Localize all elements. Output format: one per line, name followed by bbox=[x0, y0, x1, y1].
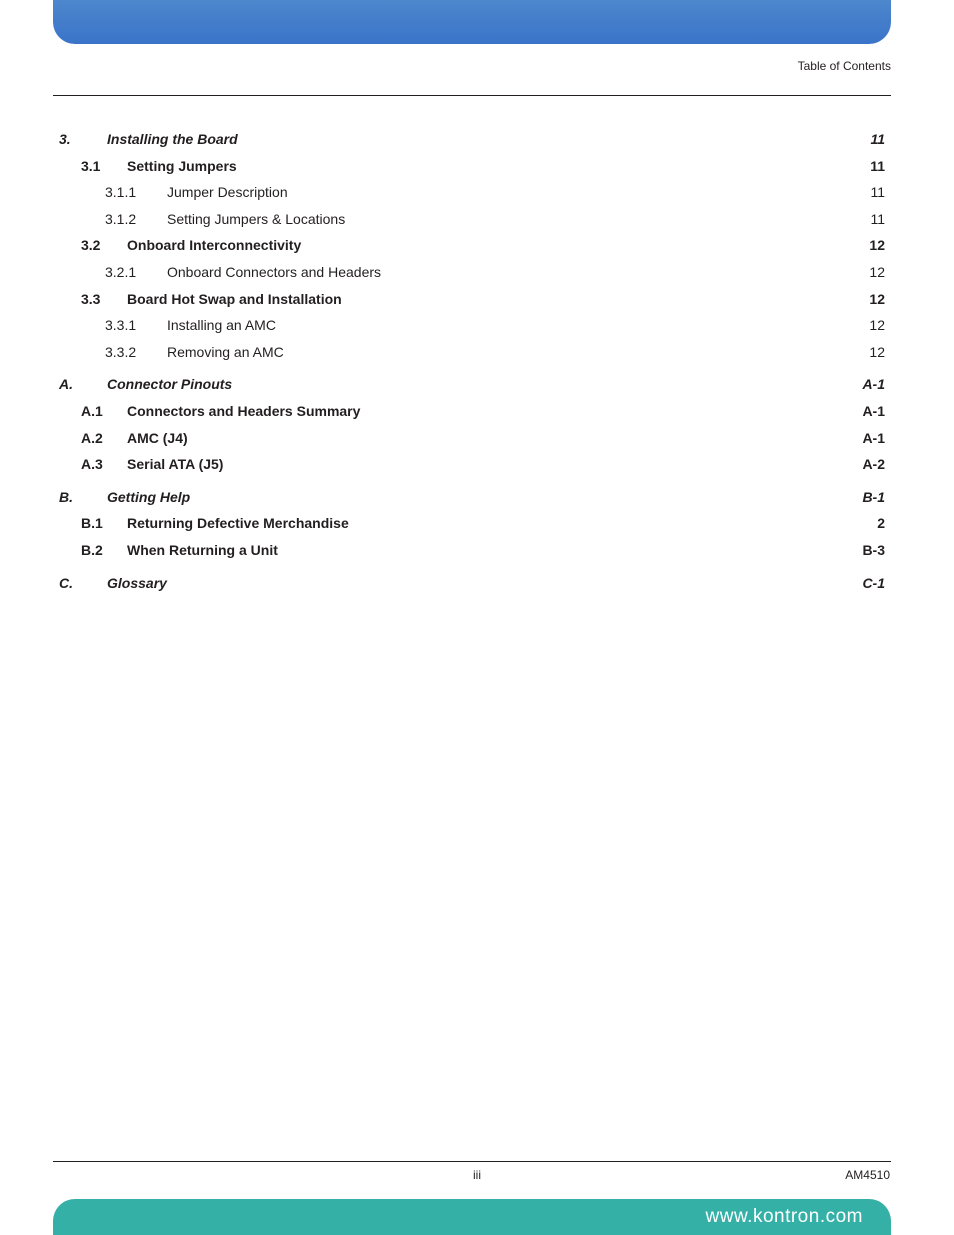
toc-entry-page: A-1 bbox=[860, 398, 885, 425]
toc-entry[interactable]: 3.3Board Hot Swap and Installation 12 bbox=[59, 286, 885, 313]
toc-entry[interactable]: 3.3.1Installing an AMC 12 bbox=[59, 312, 885, 339]
toc-entry-title: Onboard Interconnectivity bbox=[127, 232, 301, 259]
header-rule bbox=[53, 95, 891, 96]
toc-entry-number: 3.3.1 bbox=[105, 312, 167, 339]
toc-entry-page: 11 bbox=[861, 126, 885, 153]
toc-entry-page: 12 bbox=[861, 232, 885, 259]
toc-entry-page: 12 bbox=[861, 259, 885, 286]
toc-entry-page: 11 bbox=[861, 179, 885, 206]
footer-page-number: iii bbox=[0, 1168, 954, 1182]
toc-entry-page: 2 bbox=[861, 510, 885, 537]
toc-entry-number: 3.3 bbox=[81, 286, 127, 313]
toc-entry[interactable]: 3.2Onboard Interconnectivity 12 bbox=[59, 232, 885, 259]
toc-entry[interactable]: 3.3.2Removing an AMC 12 bbox=[59, 339, 885, 366]
footer-url: www.kontron.com bbox=[706, 1206, 863, 1228]
toc-entry-title: Installing an AMC bbox=[167, 312, 276, 339]
toc-entry-page: B-3 bbox=[860, 537, 885, 564]
toc-entry-title: Jumper Description bbox=[167, 179, 288, 206]
toc-entry-title: Setting Jumpers bbox=[127, 153, 237, 180]
toc-entry[interactable]: B.Getting Help B-1 bbox=[59, 484, 885, 511]
toc-entry-page: 12 bbox=[861, 339, 885, 366]
toc-entry-number: 3.2 bbox=[81, 232, 127, 259]
toc-entry-page: 11 bbox=[861, 206, 885, 233]
toc-entry-number: 3.1.2 bbox=[105, 206, 167, 233]
toc-entry-number: A.1 bbox=[81, 398, 127, 425]
table-of-contents: 3.Installing the Board113.1Setting Jumpe… bbox=[53, 96, 891, 596]
toc-entry-title: Glossary bbox=[107, 570, 167, 597]
toc-entry[interactable]: B.1Returning Defective Merchandise 2 bbox=[59, 510, 885, 537]
toc-entry[interactable]: C.Glossary C-1 bbox=[59, 570, 885, 597]
toc-entry-page: B-1 bbox=[860, 484, 885, 511]
toc-entry-page: 12 bbox=[861, 312, 885, 339]
toc-entry-title: Setting Jumpers & Locations bbox=[167, 206, 345, 233]
toc-entry[interactable]: A.2AMC (J4) A-1 bbox=[59, 425, 885, 452]
toc-entry-number: 3.1 bbox=[81, 153, 127, 180]
toc-entry[interactable]: 3.1.2Setting Jumpers & Locations 11 bbox=[59, 206, 885, 233]
bottom-accent-bar: www.kontron.com bbox=[53, 1199, 891, 1235]
toc-entry-title: Connector Pinouts bbox=[107, 371, 232, 398]
toc-entry-number: 3.2.1 bbox=[105, 259, 167, 286]
toc-entry-page: A-2 bbox=[860, 451, 885, 478]
toc-entry-page: A-1 bbox=[860, 425, 885, 452]
toc-entry-title: Board Hot Swap and Installation bbox=[127, 286, 342, 313]
toc-entry-page: 12 bbox=[861, 286, 885, 313]
toc-entry-number: B.1 bbox=[81, 510, 127, 537]
toc-entry-title: Onboard Connectors and Headers bbox=[167, 259, 381, 286]
toc-entry-number: A.2 bbox=[81, 425, 127, 452]
toc-entry-title: Returning Defective Merchandise bbox=[127, 510, 349, 537]
toc-entry-title: Installing the Board bbox=[107, 126, 238, 153]
page-body: Table of Contents 3.Installing the Board… bbox=[53, 44, 891, 596]
toc-entry-number: A.3 bbox=[81, 451, 127, 478]
top-accent-bar bbox=[53, 0, 891, 44]
toc-entry[interactable]: A.3Serial ATA (J5) A-2 bbox=[59, 451, 885, 478]
toc-entry-page: 11 bbox=[861, 153, 885, 180]
toc-entry-number: 3.3.2 bbox=[105, 339, 167, 366]
toc-entry[interactable]: A.1Connectors and Headers Summary A-1 bbox=[59, 398, 885, 425]
toc-entry-number: 3. bbox=[59, 126, 107, 153]
toc-entry[interactable]: B.2When Returning a Unit B-3 bbox=[59, 537, 885, 564]
toc-entry-title: AMC (J4) bbox=[127, 425, 188, 452]
header-label: Table of Contents bbox=[53, 59, 891, 73]
footer-doc-id: AM4510 bbox=[845, 1168, 890, 1182]
toc-entry-number: C. bbox=[59, 570, 107, 597]
toc-entry-page: A-1 bbox=[860, 371, 885, 398]
toc-entry[interactable]: 3.1.1Jumper Description 11 bbox=[59, 179, 885, 206]
toc-entry[interactable]: A.Connector Pinouts A-1 bbox=[59, 371, 885, 398]
toc-entry[interactable]: 3.2.1Onboard Connectors and Headers 12 bbox=[59, 259, 885, 286]
toc-entry-title: When Returning a Unit bbox=[127, 537, 278, 564]
toc-entry-number: B. bbox=[59, 484, 107, 511]
toc-entry[interactable]: 3.Installing the Board 11 bbox=[59, 126, 885, 153]
toc-entry-number: B.2 bbox=[81, 537, 127, 564]
toc-entry-title: Serial ATA (J5) bbox=[127, 451, 223, 478]
toc-entry-page: C-1 bbox=[860, 570, 885, 597]
toc-entry-title: Getting Help bbox=[107, 484, 190, 511]
toc-entry-title: Removing an AMC bbox=[167, 339, 284, 366]
footer-rule bbox=[53, 1161, 891, 1162]
toc-entry[interactable]: 3.1Setting Jumpers 11 bbox=[59, 153, 885, 180]
toc-entry-title: Connectors and Headers Summary bbox=[127, 398, 360, 425]
toc-entry-number: A. bbox=[59, 371, 107, 398]
toc-entry-number: 3.1.1 bbox=[105, 179, 167, 206]
